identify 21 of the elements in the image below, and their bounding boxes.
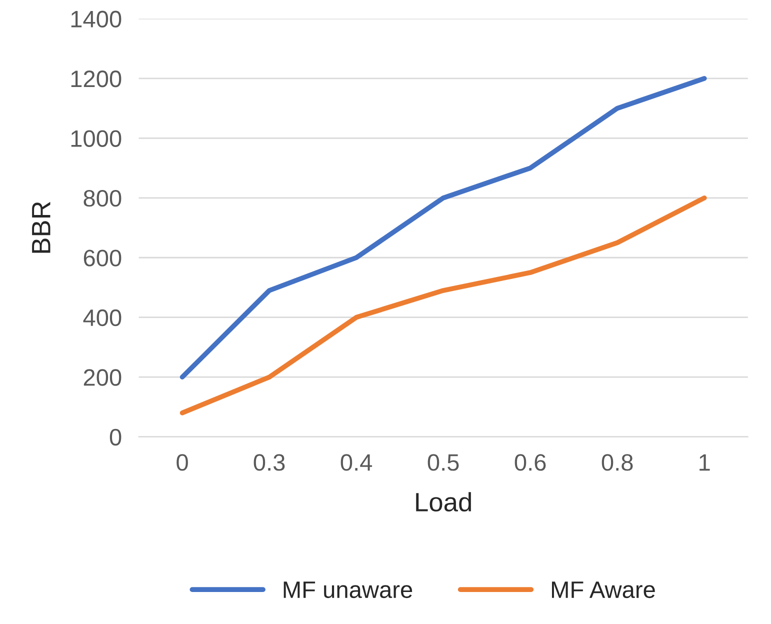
legend-label: MF unaware — [284, 582, 412, 598]
line-series — [180, 195, 707, 416]
x-tick-label: 0.4 — [340, 454, 372, 471]
x-tick-label: 1 — [700, 454, 710, 471]
x-tick-label: 0.5 — [428, 454, 459, 471]
y-tick-label: 1000 — [71, 130, 122, 147]
y-tick-label: 200 — [84, 369, 122, 386]
x-tick-label: 0 — [176, 454, 188, 471]
x-tick-label: 0.3 — [254, 454, 285, 471]
y-tick-label: 400 — [83, 309, 122, 326]
x-axis-title: Load — [416, 492, 471, 512]
y-tick-label: 0 — [110, 428, 122, 446]
x-tick-label: 0.6 — [514, 454, 546, 471]
x-tick-label: 0.8 — [602, 454, 633, 471]
y-tick-label: 1400 — [71, 10, 122, 28]
y-tick-label: 600 — [84, 250, 122, 266]
y-axis-title: BBR — [32, 202, 50, 253]
legend-label: MF Aware — [552, 582, 655, 598]
y-tick-label: 1200 — [71, 70, 122, 88]
line-series — [180, 76, 707, 380]
y-tick-label: 800 — [84, 190, 122, 207]
